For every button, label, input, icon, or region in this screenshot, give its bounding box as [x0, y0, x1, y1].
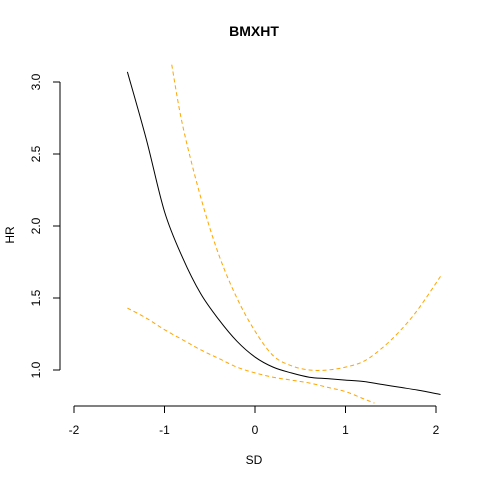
- x-tick-label: 2: [433, 423, 440, 437]
- x-axis: -2 -1 0 1 2: [69, 405, 440, 437]
- y-axis: 1.0 1.5 2.0 2.5 3.0: [29, 73, 61, 378]
- y-tick-label: 1.5: [29, 289, 43, 306]
- y-tick-label: 2.5: [29, 145, 43, 162]
- x-tick-label: 0: [252, 423, 259, 437]
- y-tick-label: 3.0: [29, 73, 43, 90]
- x-tick-label: -1: [159, 423, 170, 437]
- y-axis-label: HR: [3, 226, 17, 244]
- x-tick-label: -2: [69, 423, 80, 437]
- series-line-upper: [171, 64, 441, 371]
- y-tick-label: 1.0: [29, 361, 43, 378]
- y-tick-label: 2.0: [29, 217, 43, 234]
- series-line-estimate: [126, 71, 441, 395]
- plot-area: [126, 64, 441, 404]
- x-axis-label: SD: [246, 453, 263, 467]
- chart-title: BMXHT: [229, 23, 279, 39]
- x-tick-label: 1: [342, 423, 349, 437]
- series-line-lower: [127, 307, 375, 404]
